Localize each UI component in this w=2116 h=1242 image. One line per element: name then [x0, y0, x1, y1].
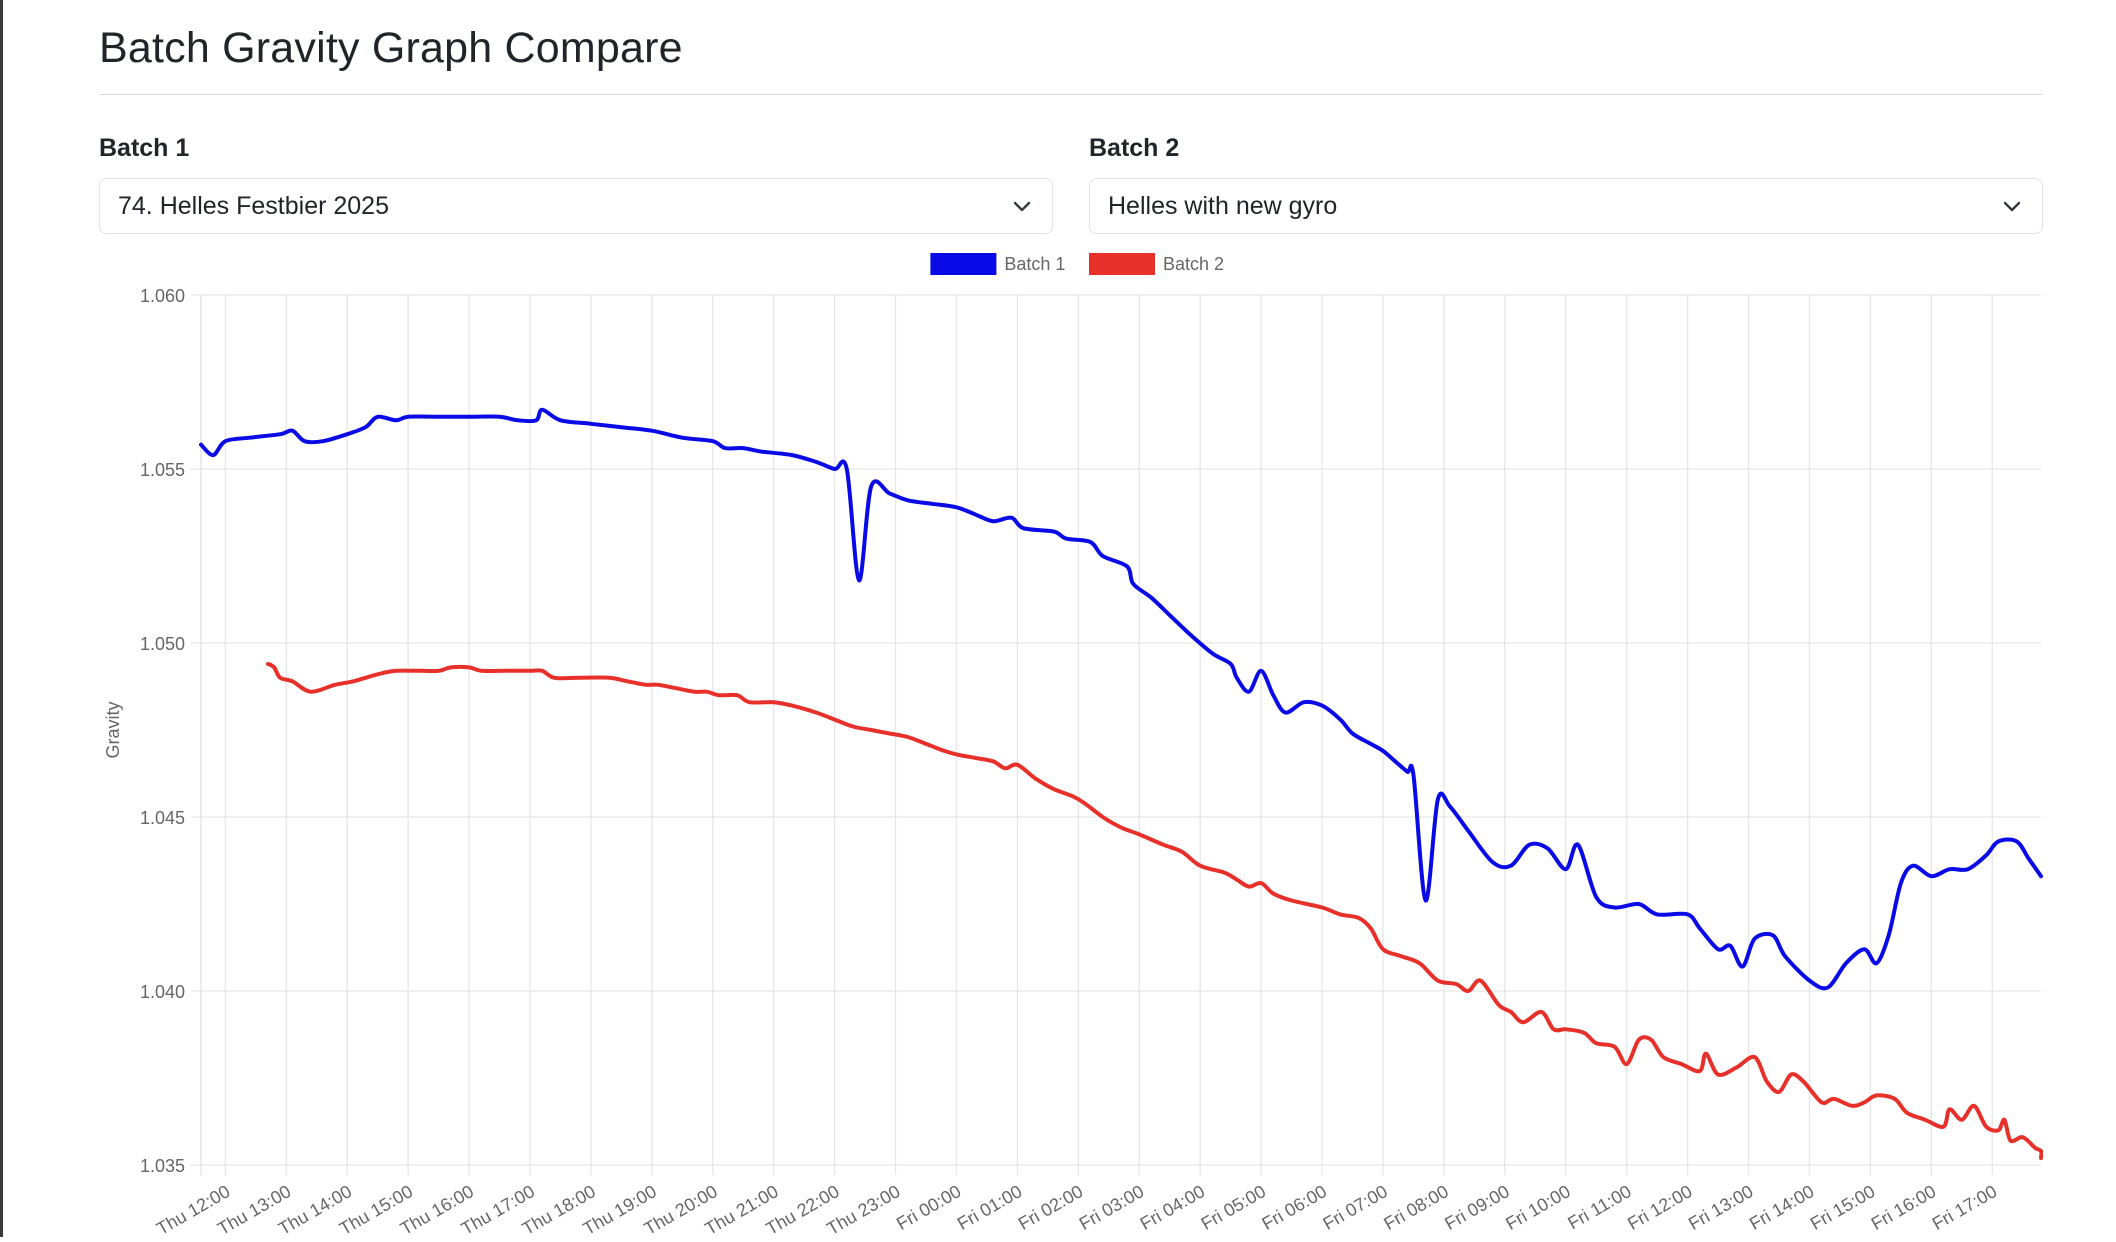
legend-label-batch-1: Batch 1 [1004, 254, 1065, 274]
x-tick-label: Fri 10:00 [1502, 1181, 1574, 1234]
legend-swatch-batch-2 [1089, 253, 1155, 275]
series-line-batch-1 [199, 407, 2043, 991]
y-tick-label: 1.040 [140, 982, 185, 1002]
x-tick-label: Fri 04:00 [1137, 1181, 1209, 1234]
page-title: Batch Gravity Graph Compare [99, 24, 683, 72]
x-tick-label: Fri 09:00 [1441, 1181, 1513, 1234]
header-divider [99, 94, 2043, 95]
series-line-batch-2 [266, 661, 2044, 1160]
legend-swatch-batch-1 [930, 253, 997, 275]
x-tick-label: Fri 14:00 [1746, 1181, 1818, 1234]
batch2-selected-value: Helles with new gyro [1108, 192, 1338, 220]
x-tick-label: Fri 05:00 [1198, 1181, 1270, 1234]
batch1-select[interactable]: 74. Helles Festbier 2025 [99, 178, 1053, 234]
x-tick-label: Fri 01:00 [954, 1181, 1026, 1234]
y-tick-label: 1.045 [140, 808, 185, 828]
x-tick-label: Fri 07:00 [1319, 1181, 1391, 1234]
batch1-field: Batch 1 74. Helles Festbier 2025 [99, 132, 1053, 234]
chevron-down-icon [2003, 201, 2021, 212]
batch1-selected-value: 74. Helles Festbier 2025 [118, 192, 389, 220]
x-tick-label: Fri 08:00 [1380, 1181, 1452, 1234]
x-tick-label: Fri 03:00 [1076, 1181, 1148, 1234]
batch2-select[interactable]: Helles with new gyro [1089, 178, 2043, 234]
batch2-label: Batch 2 [1089, 134, 1180, 162]
x-tick-label: Fri 02:00 [1015, 1181, 1087, 1234]
x-tick-label: Fri 00:00 [893, 1181, 965, 1234]
y-tick-label: 1.060 [140, 286, 185, 306]
batch1-label: Batch 1 [99, 134, 190, 162]
batch2-field: Batch 2 Helles with new gyro [1089, 132, 2043, 234]
x-tick-label: Fri 13:00 [1685, 1181, 1757, 1234]
y-tick-label: 1.035 [140, 1156, 185, 1176]
legend-label-batch-2: Batch 2 [1163, 254, 1224, 274]
x-tick-label: Fri 06:00 [1259, 1181, 1331, 1234]
y-tick-label: 1.050 [140, 634, 185, 654]
x-tick-label: Fri 12:00 [1624, 1181, 1696, 1234]
window-edge [0, 0, 3, 1237]
x-tick-label: Fri 17:00 [1929, 1181, 2001, 1234]
y-axis-title: Gravity [103, 701, 123, 758]
gravity-chart: 1.035 1.040 1.045 1.050 1.055 1.060 Thu 12:00 T… [99, 245, 2044, 1239]
y-tick-label: 1.055 [140, 460, 185, 480]
x-tick-label: Fri 11:00 [1564, 1181, 1634, 1233]
chevron-down-icon [1013, 201, 1031, 212]
x-tick-label: Fri 15:00 [1807, 1181, 1879, 1234]
x-tick-label: Fri 16:00 [1868, 1181, 1940, 1234]
